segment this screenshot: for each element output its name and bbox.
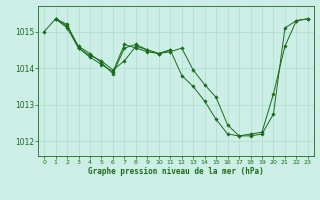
X-axis label: Graphe pression niveau de la mer (hPa): Graphe pression niveau de la mer (hPa) xyxy=(88,167,264,176)
